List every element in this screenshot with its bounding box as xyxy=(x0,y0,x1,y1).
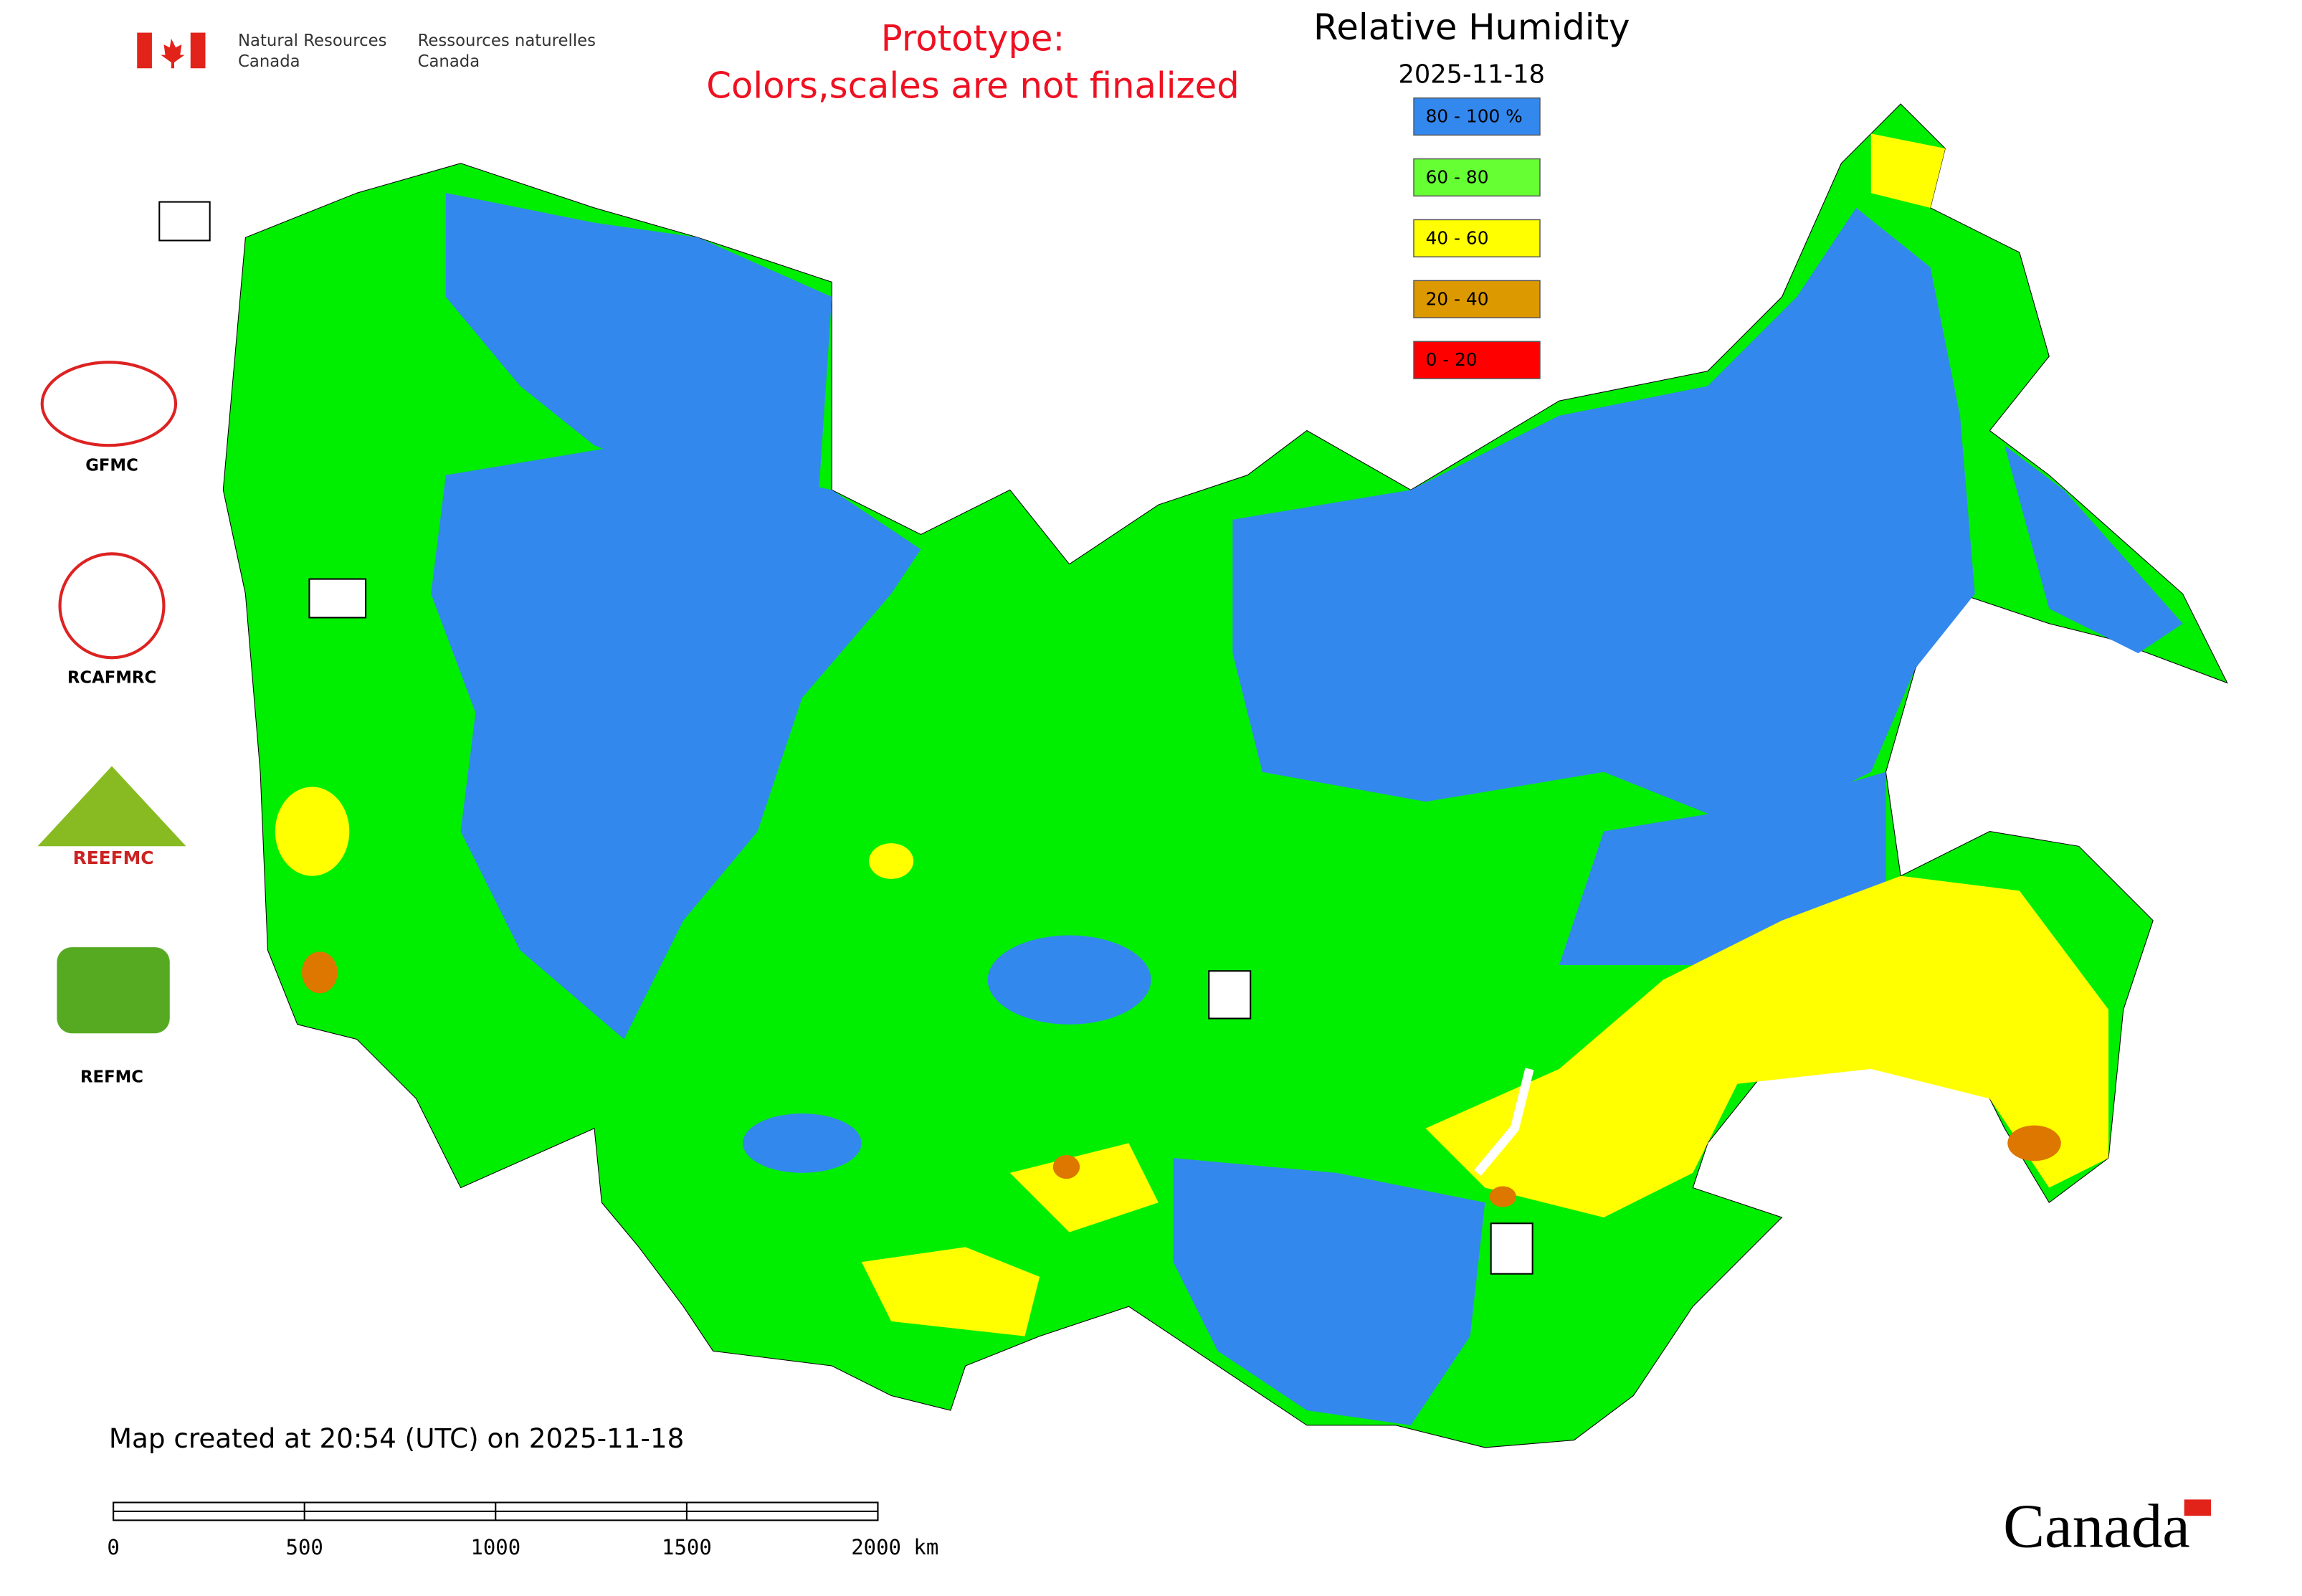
wordmark-flag xyxy=(2184,1499,2211,1516)
humidity-zone xyxy=(1870,133,1946,208)
logo-icon xyxy=(37,766,186,847)
legend-label: 80 - 100 % xyxy=(1426,106,1523,127)
lake xyxy=(1474,1068,1534,1176)
maple-leaf xyxy=(161,38,185,69)
scale-label: 0 xyxy=(107,1535,119,1559)
map-land xyxy=(222,103,2228,1448)
humidity-zone xyxy=(861,1247,1040,1336)
logo-label: GFMC xyxy=(85,456,138,475)
notice: Colors,scales are not finalized xyxy=(706,65,1239,107)
humidity-zone xyxy=(275,787,350,876)
legend-swatch xyxy=(1413,280,1541,318)
humidity-zone xyxy=(2004,445,2183,654)
scale-bar: 0 500 1000 1500 2000 km xyxy=(107,1501,938,1559)
scale-label: 2000 km xyxy=(851,1535,938,1559)
flag-bar xyxy=(190,32,206,69)
scale-label: 500 xyxy=(286,1535,323,1559)
logos: GFMC RCAFMRC REEFMC REFMC xyxy=(37,201,1533,1275)
legend: Relative Humidity 2025-11-18 80 - 100 % 6… xyxy=(1313,6,1630,379)
agency-fr: Ressources naturelles xyxy=(418,32,596,50)
legend-label: 0 - 20 xyxy=(1426,349,1478,370)
logo-icon xyxy=(58,552,166,660)
humidity-zone xyxy=(1009,1143,1159,1232)
humidity-zone xyxy=(1173,1158,1485,1425)
humidity-zone xyxy=(1052,1155,1080,1179)
agency-en: Canada xyxy=(238,52,300,71)
scale-label: 1500 xyxy=(662,1535,712,1559)
humidity-zone xyxy=(1425,875,2109,1217)
flag-bar xyxy=(137,32,152,69)
legend-label: 60 - 80 xyxy=(1426,166,1489,187)
logo-icon xyxy=(57,947,170,1034)
humidity-zone xyxy=(302,951,338,994)
station-marker xyxy=(1208,970,1252,1020)
legend-swatch xyxy=(1413,341,1541,379)
station-marker xyxy=(1490,1222,1533,1275)
humidity-zone xyxy=(431,445,921,1040)
legend-label: 20 - 40 xyxy=(1426,288,1489,309)
legend-title: Relative Humidity xyxy=(1313,6,1630,48)
legend-label: 40 - 60 xyxy=(1426,227,1489,248)
humidity-zone xyxy=(743,1113,862,1173)
logo-label: REEFMC xyxy=(73,847,154,868)
agency-en: Natural Resources xyxy=(238,32,386,50)
humidity-zone xyxy=(2007,1125,2061,1162)
logo-label: REFMC xyxy=(80,1068,143,1087)
humidity-zone xyxy=(1489,1186,1516,1207)
notice: Prototype: xyxy=(881,17,1065,59)
logo-label: RCAFMRC xyxy=(67,669,156,688)
map-created: Map created at 20:54 (UTC) on 2025-11-18 xyxy=(109,1422,684,1454)
humidity-zone xyxy=(1232,207,1975,832)
humidity-zone xyxy=(869,843,914,879)
legend-swatch xyxy=(1413,97,1541,136)
agency-fr: Canada xyxy=(418,52,480,71)
legend-date: 2025-11-18 xyxy=(1399,60,1546,90)
legend-swatch xyxy=(1413,158,1541,197)
scale-label: 1000 xyxy=(470,1535,520,1559)
station-marker xyxy=(308,578,367,619)
humidity-zone xyxy=(445,193,832,520)
legend-swatch xyxy=(1413,219,1541,257)
humidity-zone xyxy=(987,935,1151,1025)
station-marker xyxy=(158,201,211,242)
canada-wordmark: Canada xyxy=(2003,1492,2190,1561)
logo-icon xyxy=(40,361,178,447)
agency-signature: Natural Resources Canada Ressources natu… xyxy=(137,32,596,71)
